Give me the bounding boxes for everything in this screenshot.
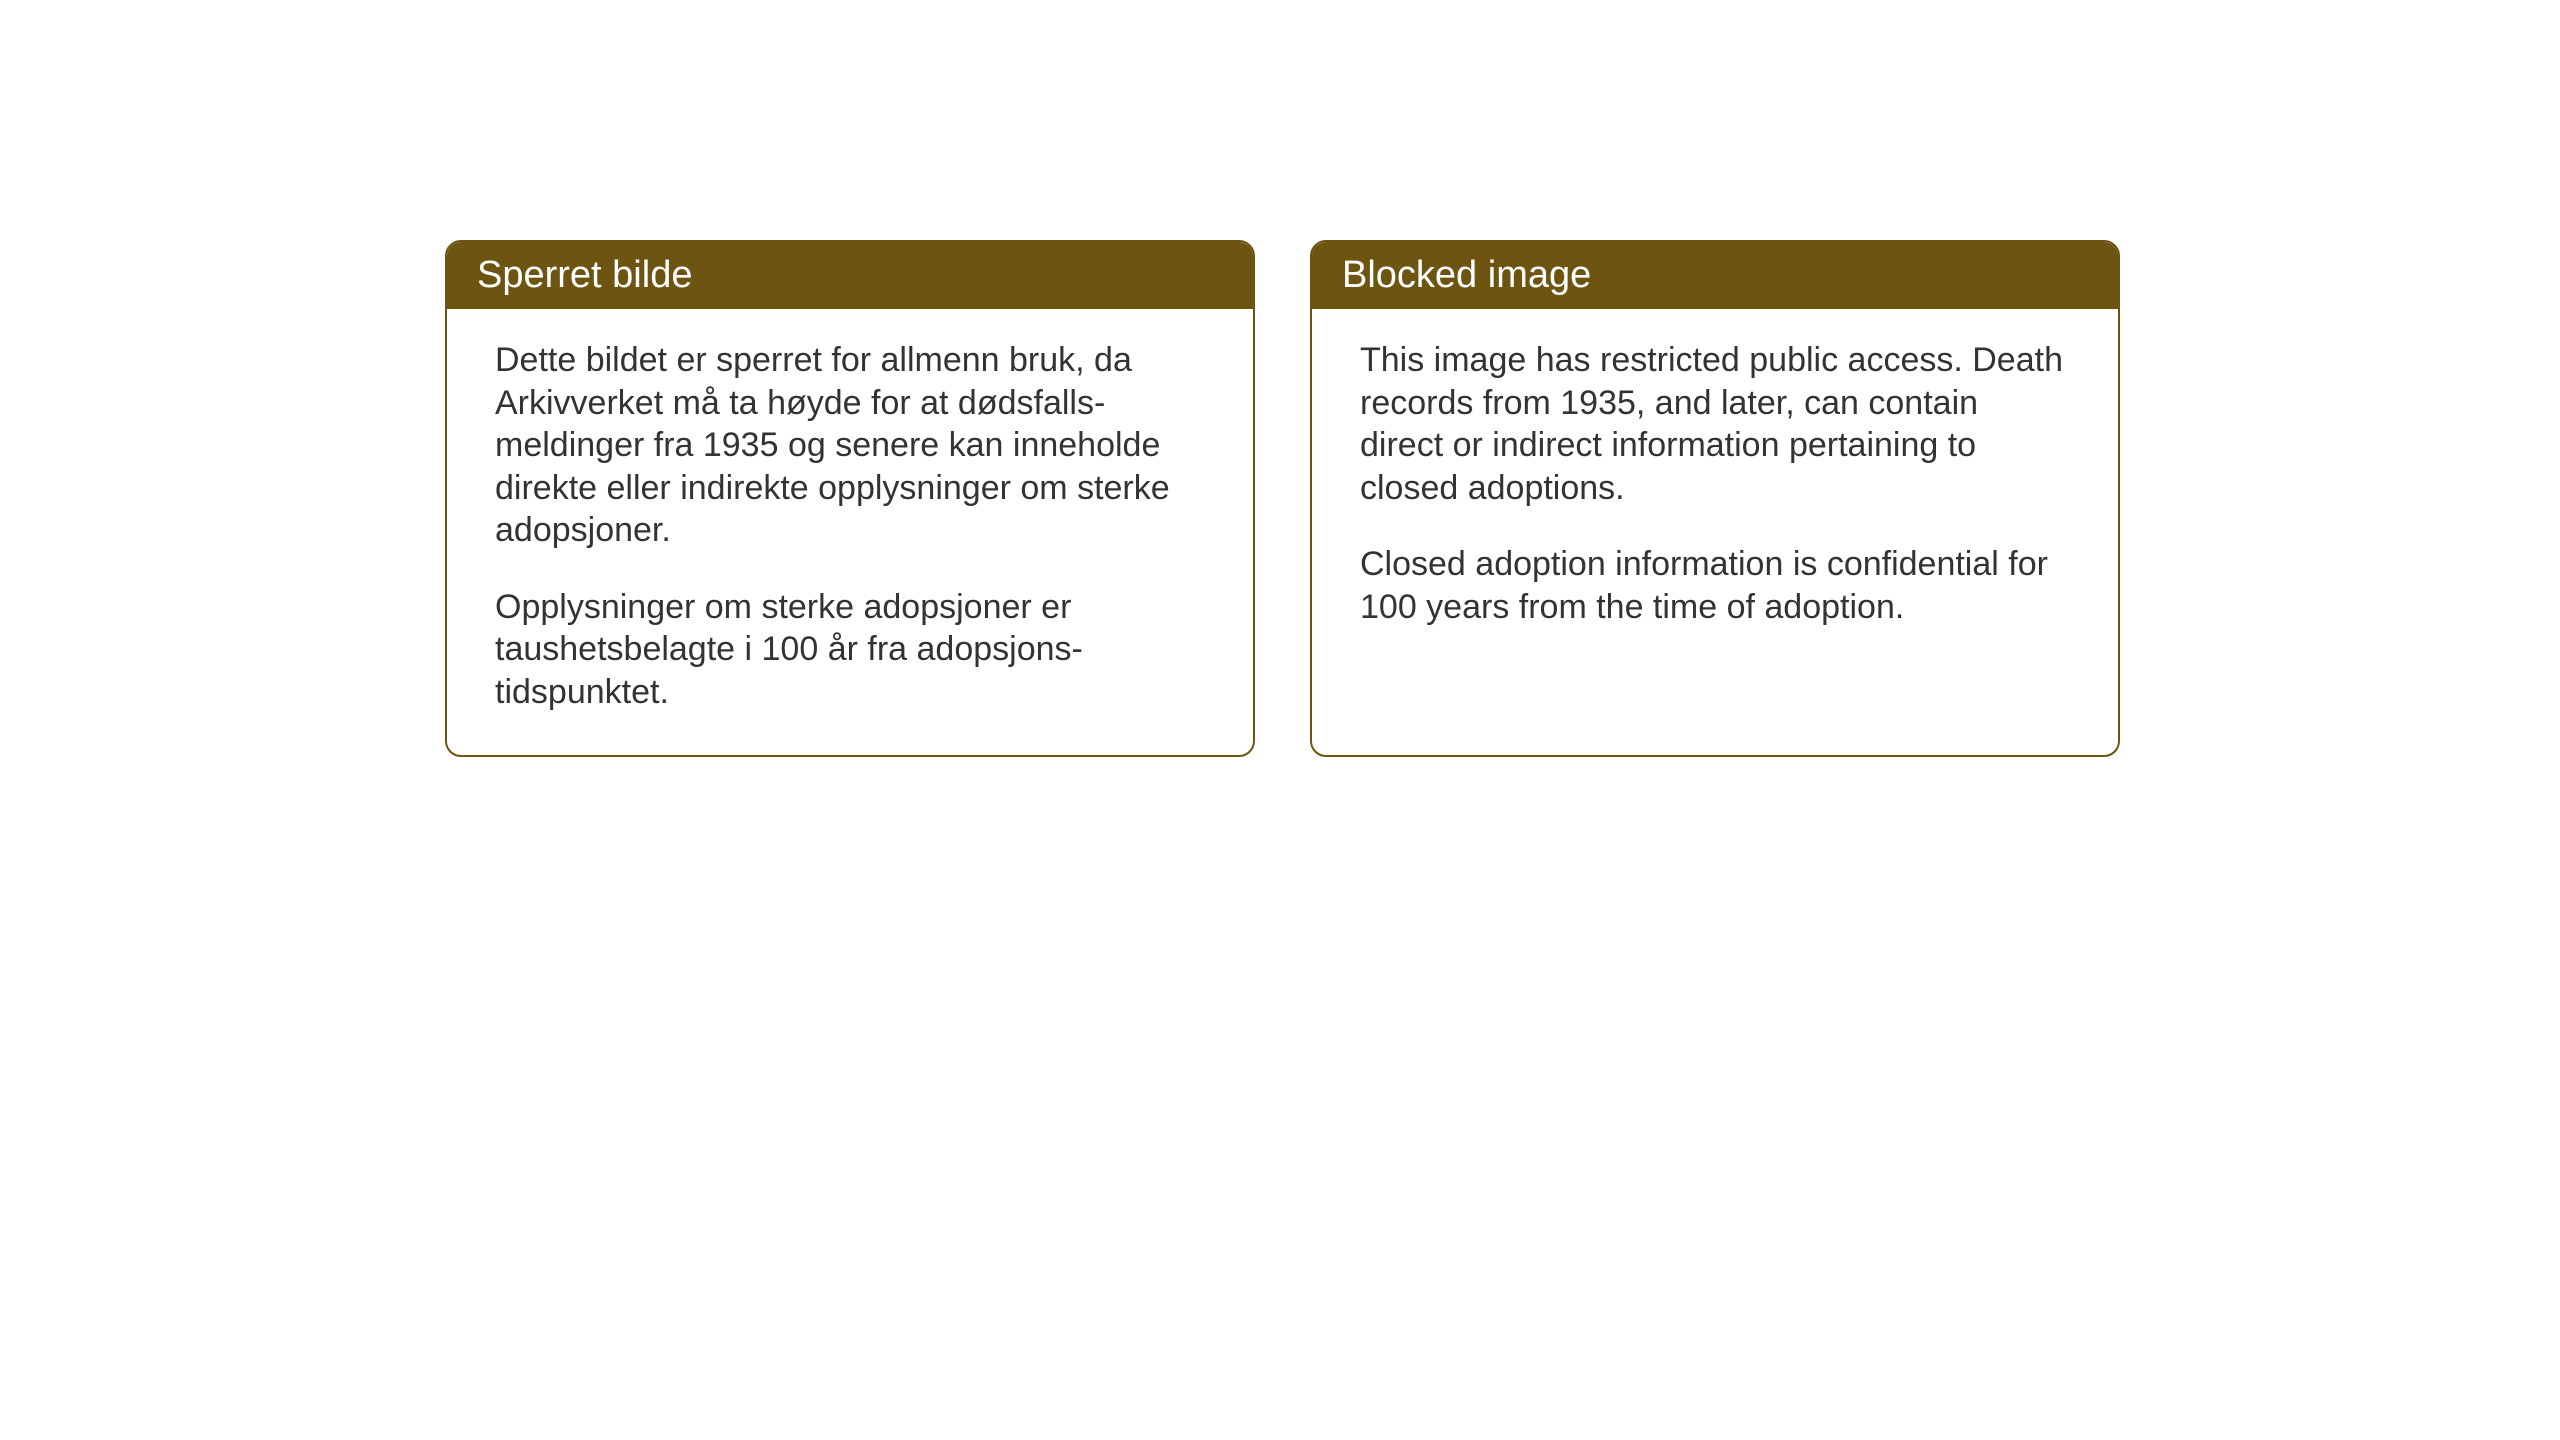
- english-paragraph-1: This image has restricted public access.…: [1360, 339, 2070, 509]
- norwegian-card-title: Sperret bilde: [447, 242, 1253, 309]
- norwegian-paragraph-2: Opplysninger om sterke adopsjoner er tau…: [495, 586, 1205, 714]
- norwegian-paragraph-1: Dette bildet er sperret for allmenn bruk…: [495, 339, 1205, 552]
- notice-container: Sperret bilde Dette bildet er sperret fo…: [0, 0, 2560, 757]
- english-paragraph-2: Closed adoption information is confident…: [1360, 543, 2070, 628]
- english-card-body: This image has restricted public access.…: [1312, 309, 2118, 670]
- english-notice-card: Blocked image This image has restricted …: [1310, 240, 2120, 757]
- english-card-title: Blocked image: [1312, 242, 2118, 309]
- norwegian-card-body: Dette bildet er sperret for allmenn bruk…: [447, 309, 1253, 755]
- norwegian-notice-card: Sperret bilde Dette bildet er sperret fo…: [445, 240, 1255, 757]
